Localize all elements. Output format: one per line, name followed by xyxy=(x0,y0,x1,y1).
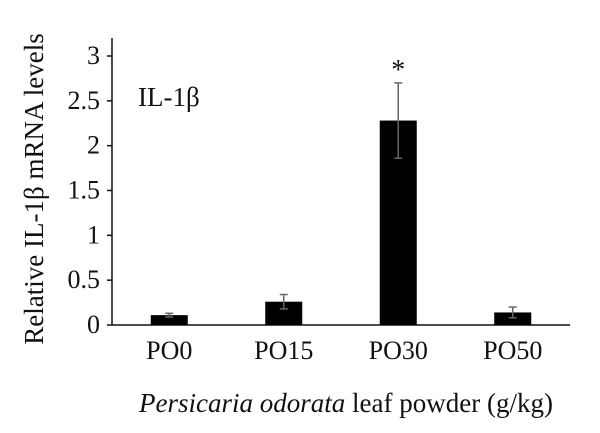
x-tick-label: PO0 xyxy=(146,336,192,365)
y-tick-label: 2.5 xyxy=(68,86,101,115)
y-tick-label: 1.5 xyxy=(68,176,101,205)
x-axis-title-rest: leaf powder (g/kg) xyxy=(345,388,553,418)
x-axis: PO0 PO15 PO30 PO50 xyxy=(112,324,570,365)
x-tick-label: PO50 xyxy=(483,336,542,365)
y-tick-label: 0.5 xyxy=(68,265,101,294)
x-axis-title: Persicaria odorata leaf powder (g/kg) xyxy=(138,388,553,418)
x-axis-title-italic: Persicaria odorata xyxy=(138,388,345,418)
significance-marker: * xyxy=(391,55,405,86)
bar xyxy=(265,301,303,325)
y-tick-label: 2 xyxy=(87,131,100,160)
y-tick-label: 1 xyxy=(87,220,100,249)
panel-label: IL-1β xyxy=(138,82,200,112)
y-tick-label: 0 xyxy=(87,310,100,339)
bar-series: * xyxy=(150,55,532,325)
y-axis: 0 0.5 1 1.5 2 2.5 3 xyxy=(68,38,113,339)
x-tick-label: PO30 xyxy=(369,336,428,365)
bar xyxy=(494,312,532,325)
x-tick-label: PO15 xyxy=(254,336,313,365)
y-axis-title: Relative IL-1β mRNA levels xyxy=(19,33,49,344)
y-tick-label: 3 xyxy=(87,41,100,70)
bar xyxy=(150,315,188,325)
